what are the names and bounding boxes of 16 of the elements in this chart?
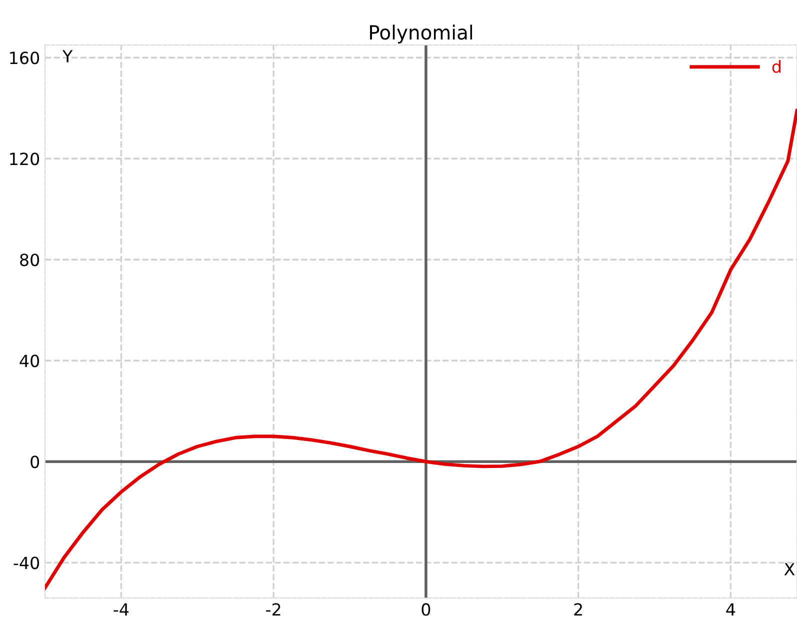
y-tick-label: 160 — [10, 52, 40, 64]
x-tick-label: -4 — [114, 603, 129, 616]
y-tick-label: 120 — [10, 152, 40, 166]
y-axis-title: Y — [62, 50, 73, 62]
x-tick-label: -2 — [266, 603, 280, 616]
x-tick-label: 2 — [574, 603, 582, 616]
x-tick-label: 0 — [422, 603, 430, 616]
x-axis-title: X — [784, 563, 795, 576]
line-series — [45, 108, 797, 590]
y-tick-label: 0 — [30, 456, 40, 468]
legend-label: d — [772, 60, 780, 73]
y-tick-label: 80 — [20, 254, 40, 266]
y-tick-label: 40 — [20, 354, 40, 368]
y-tick-label: -40 — [14, 556, 40, 570]
x-tick-label: 4 — [726, 603, 736, 616]
chart-title: Polynomial — [370, 24, 472, 44]
